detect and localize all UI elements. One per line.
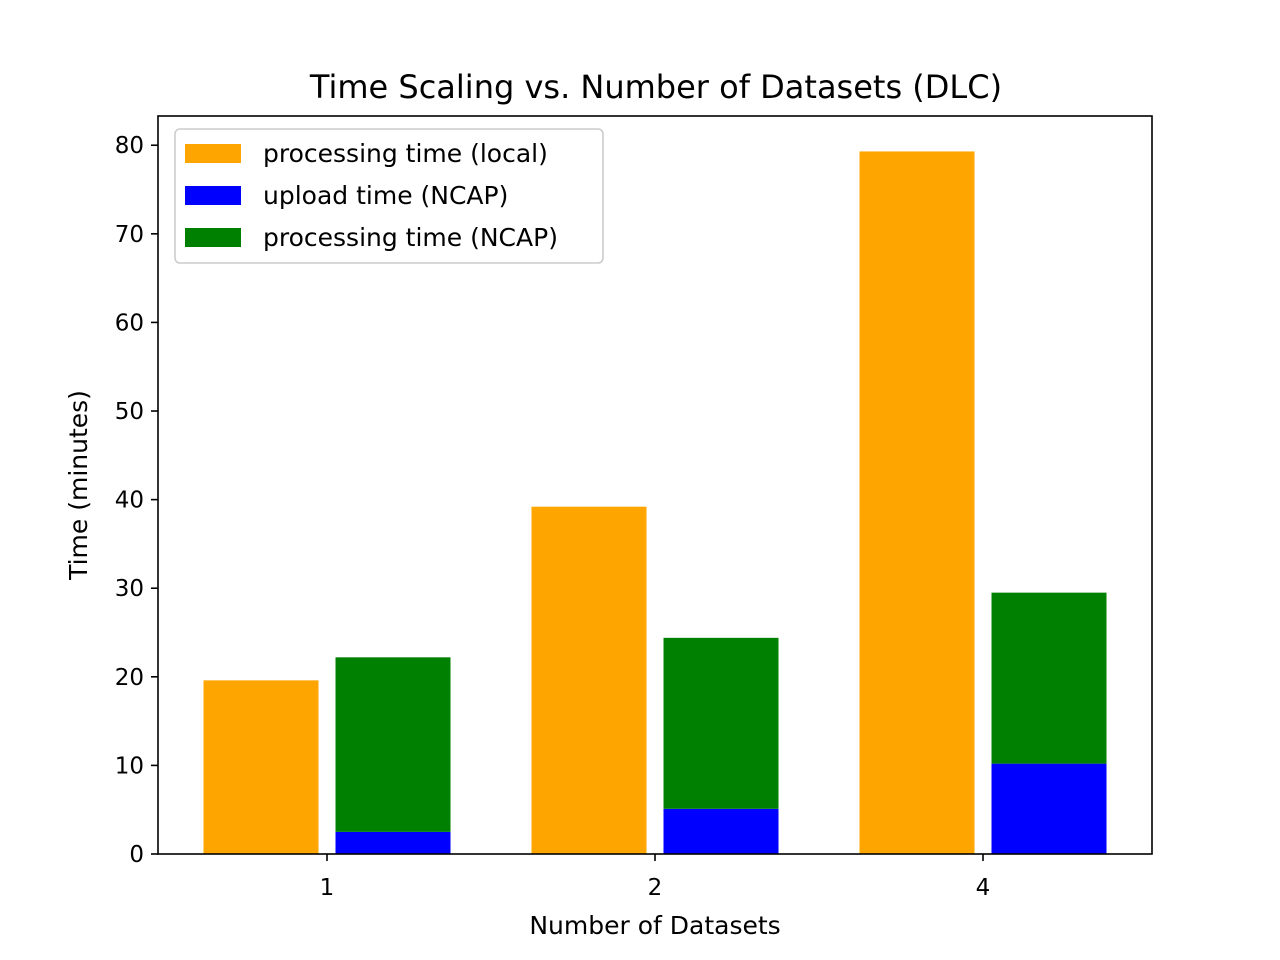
y-tick-label: 80	[115, 133, 144, 159]
legend: processing time (local) upload time (NCAP…	[174, 128, 604, 264]
chart-title: Time Scaling vs. Number of Datasets (DLC…	[309, 68, 1002, 106]
y-tick-label: 60	[115, 310, 144, 336]
y-tick-label: 50	[115, 399, 144, 425]
y-tick-label: 20	[115, 665, 144, 691]
x-axis-label: Number of Datasets	[529, 911, 780, 940]
y-axis-ticks: 0 10 20 30 40 50 60 70 80	[115, 133, 158, 868]
bar-local-base-2	[531, 506, 647, 854]
y-tick-label: 10	[115, 753, 144, 779]
bar-ncap-base-2	[663, 808, 779, 854]
bar-ncap-top-2	[663, 637, 779, 809]
y-tick-label: 30	[115, 576, 144, 602]
legend-box	[174, 128, 604, 264]
legend-swatch-2	[185, 186, 241, 205]
legend-label-1: processing time (local)	[263, 139, 548, 168]
legend-swatch-1	[185, 144, 241, 163]
bar-ncap-top-1	[335, 657, 451, 832]
x-tick-label: 2	[648, 875, 663, 901]
y-tick-label: 70	[115, 222, 144, 248]
y-tick-label: 40	[115, 488, 144, 514]
x-tick-label: 4	[976, 875, 991, 901]
x-tick-label: 1	[320, 875, 335, 901]
y-tick-label: 0	[129, 842, 144, 868]
legend-label-2: upload time (NCAP)	[263, 181, 508, 210]
y-axis-label: Time (minutes)	[64, 390, 93, 581]
legend-label-3: processing time (NCAP)	[263, 223, 558, 252]
legend-swatch-3	[185, 228, 241, 247]
bar-ncap-base-4	[991, 763, 1107, 854]
bar-local-base-1	[203, 680, 319, 854]
bars-group	[203, 151, 1107, 854]
bar-ncap-base-1	[335, 831, 451, 854]
bar-ncap-top-4	[991, 592, 1107, 764]
bar-local-base-4	[859, 151, 975, 854]
x-axis-ticks: 1 2 4	[320, 854, 991, 901]
